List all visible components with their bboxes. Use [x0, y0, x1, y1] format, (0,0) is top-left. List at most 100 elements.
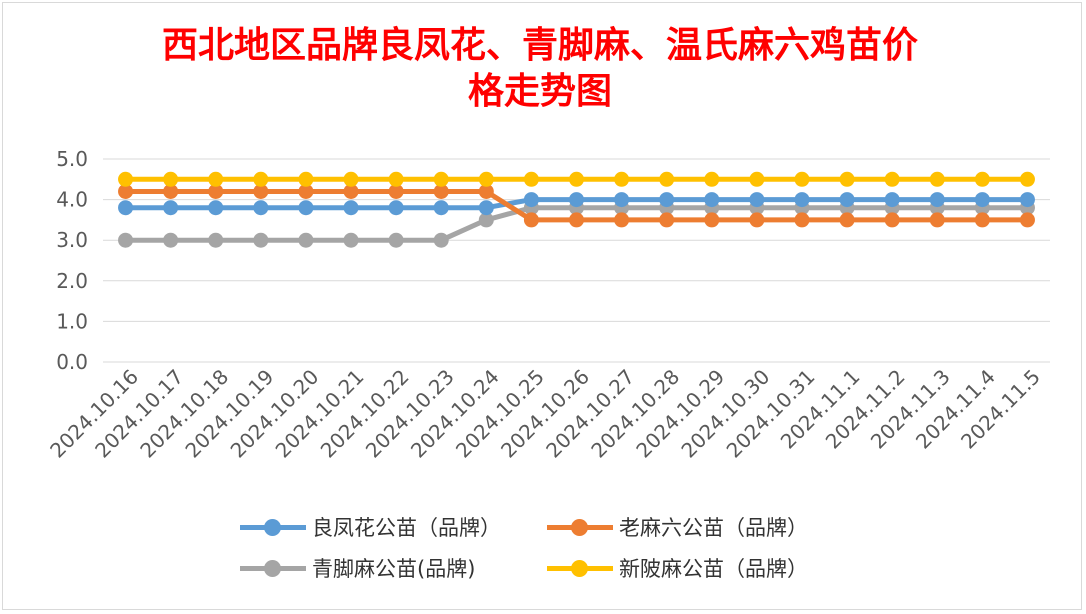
data-point	[253, 171, 269, 187]
data-point	[118, 171, 134, 187]
data-point	[929, 212, 945, 228]
data-point	[569, 212, 584, 228]
data-point	[523, 192, 539, 208]
data-point	[208, 200, 224, 216]
data-point	[884, 192, 900, 208]
data-point	[839, 212, 855, 228]
legend-swatch	[240, 551, 306, 585]
chart-title-line-2: 格走势图	[467, 70, 612, 112]
y-tick-label: 0.0	[56, 350, 88, 374]
data-point	[343, 171, 359, 187]
data-point	[163, 171, 179, 187]
data-point	[614, 192, 630, 208]
legend-label: 老麻六公苗（品牌）	[619, 516, 808, 540]
data-point	[839, 192, 855, 208]
chart-title-line-1: 西北地区品牌良凤花、青脚麻、温氏麻六鸡苗价	[161, 24, 918, 66]
data-point	[118, 232, 134, 248]
data-point	[704, 212, 720, 228]
data-point	[974, 212, 990, 228]
legend-swatch	[547, 510, 613, 544]
data-point	[974, 171, 990, 187]
data-point	[343, 183, 359, 199]
data-point	[298, 200, 314, 216]
data-point	[343, 200, 359, 216]
data-point	[208, 232, 224, 248]
data-point	[298, 232, 314, 248]
data-point	[478, 171, 494, 187]
data-point	[478, 183, 494, 199]
data-point	[614, 212, 630, 228]
legend-label: 良凤花公苗（品牌）	[312, 516, 501, 540]
data-point	[839, 171, 855, 187]
data-point	[1019, 212, 1035, 228]
data-point	[794, 192, 810, 208]
data-point	[253, 200, 269, 216]
data-point	[208, 171, 224, 187]
data-point	[253, 183, 269, 199]
data-point	[433, 183, 449, 199]
data-point	[118, 183, 134, 199]
data-point	[1019, 192, 1035, 208]
data-point	[1019, 171, 1035, 187]
data-point	[749, 171, 765, 187]
legend-label: 新陂麻公苗（品牌）	[619, 557, 808, 581]
legend-item-qingjiaoma: 青脚麻公苗(品牌)	[240, 551, 475, 585]
data-point	[433, 200, 449, 216]
data-point	[388, 183, 404, 199]
data-point	[749, 212, 765, 228]
data-point	[523, 212, 539, 228]
data-point	[388, 171, 404, 187]
data-point	[569, 192, 584, 208]
data-point	[659, 171, 675, 187]
legend-marker	[571, 519, 588, 536]
legend-item-liangfenghua: 良凤花公苗（品牌）	[240, 510, 501, 544]
data-point	[614, 171, 630, 187]
data-point	[704, 192, 720, 208]
data-point	[433, 171, 449, 187]
data-point	[298, 183, 314, 199]
data-point	[163, 183, 179, 199]
data-point	[118, 200, 134, 216]
data-point	[388, 200, 404, 216]
data-point	[974, 192, 990, 208]
data-point	[884, 212, 900, 228]
data-point	[659, 212, 675, 228]
y-tick-label: 4.0	[56, 188, 88, 212]
legend-item-xinpima: 新陂麻公苗（品牌）	[547, 551, 808, 585]
chart-title: 西北地区品牌良凤花、青脚麻、温氏麻六鸡苗价 格走势图	[100, 22, 980, 114]
legend-item-laomaliu: 老麻六公苗（品牌）	[547, 510, 808, 544]
legend-marker	[264, 519, 281, 536]
y-tick-label: 2.0	[56, 269, 88, 293]
data-point	[659, 192, 675, 208]
legend-marker	[571, 560, 588, 577]
legend-swatch	[547, 551, 613, 585]
y-tick-label: 1.0	[56, 309, 88, 333]
data-point	[704, 171, 720, 187]
data-point	[478, 212, 494, 228]
y-tick-label: 5.0	[56, 147, 88, 171]
data-point	[298, 171, 314, 187]
data-point	[343, 232, 359, 248]
legend: 良凤花公苗（品牌） 老麻六公苗（品牌） 青脚麻公苗(品牌) 新陂麻公苗（品牌）	[240, 510, 880, 590]
data-point	[253, 232, 269, 248]
data-point	[388, 232, 404, 248]
data-point	[208, 183, 224, 199]
data-point	[794, 171, 810, 187]
legend-marker	[264, 560, 281, 577]
data-point	[749, 192, 765, 208]
data-point	[163, 200, 179, 216]
legend-swatch	[240, 510, 306, 544]
legend-label: 青脚麻公苗(品牌)	[312, 557, 476, 581]
data-point	[569, 171, 584, 187]
data-point	[884, 171, 900, 187]
y-tick-label: 3.0	[56, 228, 88, 252]
data-point	[929, 192, 945, 208]
data-point	[478, 200, 494, 216]
data-point	[794, 212, 810, 228]
data-point	[523, 171, 539, 187]
data-point	[929, 171, 945, 187]
data-point	[433, 232, 449, 248]
data-point	[163, 232, 179, 248]
